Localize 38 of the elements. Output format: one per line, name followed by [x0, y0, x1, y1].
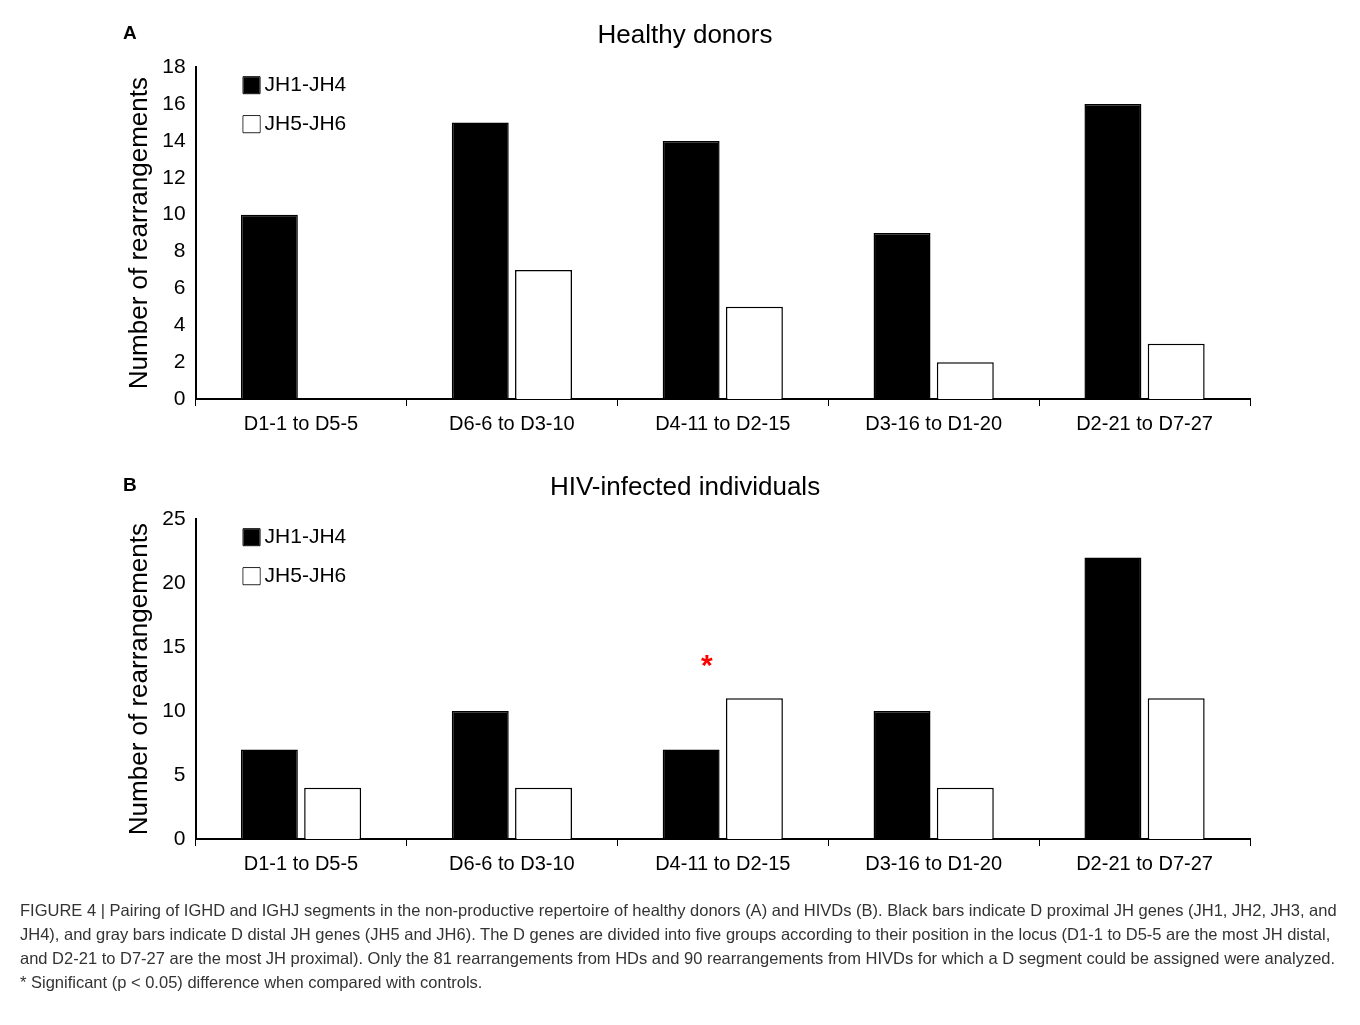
y-tick-label: 16: [162, 90, 186, 114]
y-axis-title: Number of rearrangements: [122, 77, 153, 390]
y-tick-label: 18: [162, 54, 186, 77]
chart-title: HIV-infected individuals: [549, 470, 821, 501]
y-axis-title: Number of rearrangements: [122, 523, 153, 836]
annotation: *: [701, 647, 714, 681]
text: A: [123, 22, 137, 44]
y-tick-label: 12: [162, 164, 186, 188]
x-tick-label: D4-11 to D2-15: [655, 851, 791, 874]
legend-label: JH5-JH6: [264, 111, 347, 134]
y-tick-label: 4: [173, 312, 186, 336]
x-tick-label: D1-1 to D5-5: [243, 851, 359, 874]
y-tick-label: 15: [162, 633, 186, 657]
y-tick-label: 20: [162, 569, 186, 593]
y-tick-label: 2: [173, 348, 186, 372]
legend-label: JH1-JH4: [264, 72, 347, 95]
y-tick-label: 14: [162, 127, 186, 151]
x-tick-label: D1-1 to D5-5: [243, 411, 359, 434]
x-tick-label: D4-11 to D2-15: [655, 411, 791, 434]
x-tick-label: D2-21 to D7-27: [1076, 851, 1213, 874]
chart-title: Healthy donors: [597, 18, 773, 49]
y-tick-label: 5: [173, 761, 186, 785]
y-tick-label: 0: [173, 825, 186, 849]
x-tick-label: D6-6 to D3-10: [449, 851, 575, 874]
x-tick-label: D3-16 to D1-20: [865, 411, 1003, 434]
y-tick-label: 10: [162, 201, 186, 225]
caption: FIGURE 4 | Pairing of IGHD and IGHJ segments in the non-productive repertoire of healthy donors (A) and HIVDs (B). Black bars indicate D proximal JH genes (JH1, JH2, JH3, and JH4), and gray bars indicate D distal JH genes (JH5 and JH6). The D genes are divided into five groups according to their position in the locus (D1-1 to D5-5 are the most JH distal, and D2-21 to D7-27 are the most JH proximal). Only the 81 rearrangements from HDs and 90 rearrangements from HIVDs for which a D segment could be assigned were analyzed. * Significant (p < 0.05) difference when compared with controls.: [20, 900, 1338, 993]
y-tick-label: 8: [173, 238, 186, 262]
y-tick-label: 6: [173, 275, 186, 299]
text: B: [123, 474, 137, 496]
x-tick-label: D3-16 to D1-20: [865, 851, 1003, 874]
x-tick-label: D6-6 to D3-10: [449, 411, 575, 434]
y-tick-label: 0: [173, 385, 186, 409]
legend-label: JH5-JH6: [264, 563, 347, 586]
legend-label: JH1-JH4: [264, 524, 347, 547]
x-tick-label: D2-21 to D7-27: [1076, 411, 1213, 434]
y-tick-label: 10: [162, 697, 186, 721]
y-tick-label: 25: [162, 506, 186, 529]
